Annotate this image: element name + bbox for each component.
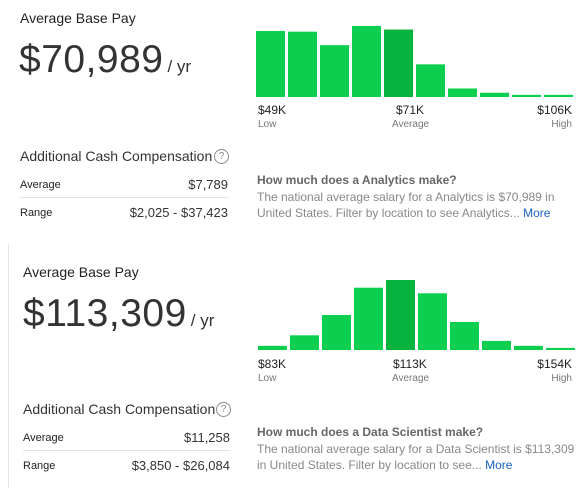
axis-low-label: Low <box>258 119 277 130</box>
axis-high-label: High <box>551 119 572 130</box>
salary-card-data-scientist: Average Base Pay $113,309 / yr $83K Low … <box>0 244 586 488</box>
histogram-bar-7 <box>480 92 509 97</box>
pay-period: / yr <box>167 57 192 76</box>
base-pay-amount-row: $113,309 / yr <box>23 292 214 336</box>
salary-description-block: The national average salary for a Analyt… <box>257 189 582 221</box>
cash-range-label: Range <box>23 460 56 472</box>
axis-high-value: $154K <box>537 357 572 371</box>
axis-high-label: High <box>551 373 572 384</box>
histogram-bar-9 <box>544 94 573 97</box>
histogram-bar-1 <box>290 335 319 350</box>
help-icon[interactable]: ? <box>216 402 231 417</box>
salary-card-analytics: Average Base Pay $70,989 / yr $49K Low $… <box>19 10 582 221</box>
histogram-bar-9 <box>546 347 575 350</box>
histogram-bar-3 <box>352 26 381 97</box>
salary-description: The national average salary for a Data S… <box>257 442 575 472</box>
divider <box>23 450 230 451</box>
cash-average-value: $7,789 <box>188 177 228 192</box>
axis-avg-label: Average <box>392 373 430 384</box>
divider <box>20 197 228 198</box>
cash-average-value: $11,258 <box>183 430 230 445</box>
base-pay-amount-row: $70,989 / yr <box>19 38 191 82</box>
histogram-bar-6 <box>448 88 477 97</box>
axis-avg-value: $113K <box>393 357 427 371</box>
histogram-bar-6 <box>450 322 479 350</box>
more-link[interactable]: More <box>523 206 551 220</box>
pay-period: / yr <box>190 311 215 330</box>
salary-question: How much does a Analytics make? <box>257 173 457 187</box>
histogram-bar-8 <box>514 345 543 350</box>
histogram-bar-0 <box>258 345 287 350</box>
axis-avg-value: $71K <box>396 103 425 117</box>
histogram-bar-3 <box>354 287 383 350</box>
axis-low-value: $49K <box>258 103 287 117</box>
cash-range-label: Range <box>20 207 53 219</box>
additional-cash-title: Additional Cash Compensation <box>20 148 213 164</box>
histogram-bar-1 <box>288 31 317 97</box>
axis-high-value: $106K <box>537 103 572 117</box>
salary-histogram <box>256 26 573 97</box>
histogram-bar-4 <box>386 280 415 350</box>
cash-range-value: $2,025 - $37,423 <box>129 205 228 220</box>
histogram-bar-5 <box>416 64 445 97</box>
base-pay-label: Average Base Pay <box>20 10 136 26</box>
panel-divider <box>8 244 9 488</box>
cash-average-label: Average <box>20 179 61 191</box>
help-icon[interactable]: ? <box>214 149 229 164</box>
more-link[interactable]: More <box>485 458 513 472</box>
histogram-bar-5 <box>418 293 447 350</box>
cash-range-value: $3,850 - $26,084 <box>131 458 230 473</box>
base-pay-label: Average Base Pay <box>23 264 139 280</box>
axis-low-value: $83K <box>258 357 287 371</box>
cash-average-label: Average <box>23 432 64 444</box>
salary-histogram <box>258 280 575 350</box>
additional-cash-title: Additional Cash Compensation <box>23 401 216 417</box>
histogram-bar-0 <box>256 30 285 97</box>
histogram-bar-4 <box>384 29 413 97</box>
salary-description: The national average salary for a Analyt… <box>257 190 555 220</box>
histogram-bar-7 <box>482 340 511 350</box>
base-pay-amount: $70,989 <box>19 38 164 81</box>
base-pay-amount: $113,309 <box>23 292 187 335</box>
histogram-bar-8 <box>512 94 541 97</box>
axis-avg-label: Average <box>392 119 430 130</box>
axis-low-label: Low <box>258 373 277 384</box>
histogram-bar-2 <box>320 45 349 97</box>
salary-description-block: The national average salary for a Data S… <box>257 441 582 473</box>
histogram-bar-2 <box>322 315 351 350</box>
salary-question: How much does a Data Scientist make? <box>257 425 484 439</box>
